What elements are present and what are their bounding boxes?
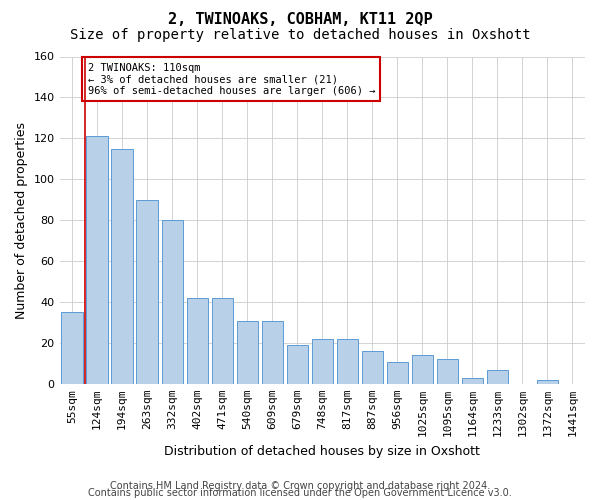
- Bar: [212, 298, 233, 384]
- Text: 2, TWINOAKS, COBHAM, KT11 2QP: 2, TWINOAKS, COBHAM, KT11 2QP: [167, 12, 433, 28]
- Bar: [412, 356, 433, 384]
- Bar: [337, 339, 358, 384]
- Bar: [161, 220, 183, 384]
- Bar: [362, 352, 383, 384]
- Text: Contains public sector information licensed under the Open Government Licence v3: Contains public sector information licen…: [88, 488, 512, 498]
- Bar: [136, 200, 158, 384]
- Text: 2 TWINOAKS: 110sqm
← 3% of detached houses are smaller (21)
96% of semi-detached: 2 TWINOAKS: 110sqm ← 3% of detached hous…: [88, 62, 375, 96]
- Text: Contains HM Land Registry data © Crown copyright and database right 2024.: Contains HM Land Registry data © Crown c…: [110, 481, 490, 491]
- Bar: [86, 136, 108, 384]
- Bar: [61, 312, 83, 384]
- Bar: [537, 380, 558, 384]
- Text: Size of property relative to detached houses in Oxshott: Size of property relative to detached ho…: [70, 28, 530, 42]
- X-axis label: Distribution of detached houses by size in Oxshott: Distribution of detached houses by size …: [164, 444, 480, 458]
- Bar: [112, 148, 133, 384]
- Bar: [487, 370, 508, 384]
- Bar: [236, 320, 258, 384]
- Bar: [387, 362, 408, 384]
- Bar: [287, 345, 308, 384]
- Bar: [262, 320, 283, 384]
- Y-axis label: Number of detached properties: Number of detached properties: [15, 122, 28, 319]
- Bar: [462, 378, 483, 384]
- Bar: [311, 339, 333, 384]
- Bar: [187, 298, 208, 384]
- Bar: [437, 360, 458, 384]
